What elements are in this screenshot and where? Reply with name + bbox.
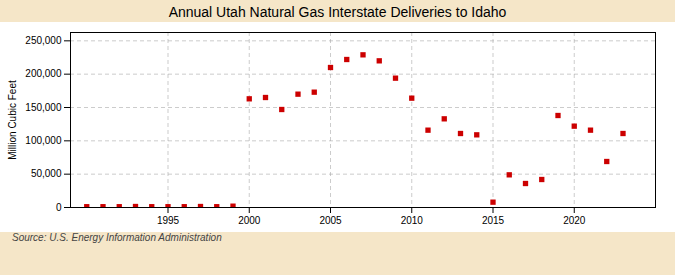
- svg-text:200,000: 200,000: [25, 68, 62, 79]
- svg-text:Million Cubic Feet: Million Cubic Feet: [7, 80, 18, 160]
- svg-text:2000: 2000: [238, 215, 261, 226]
- svg-text:250,000: 250,000: [25, 35, 62, 46]
- svg-text:1995: 1995: [157, 215, 180, 226]
- svg-text:50,000: 50,000: [31, 168, 62, 179]
- html-text:Source: U.S. Energy Informatio: Source: U.S. Energy Information Administ…: [12, 232, 222, 243]
- svg-text:2010: 2010: [401, 215, 424, 226]
- svg-text:2005: 2005: [319, 215, 342, 226]
- svg-text:2020: 2020: [563, 215, 586, 226]
- html-text:Annual Utah Natural Gas Inters: Annual Utah Natural Gas Interstate Deliv…: [168, 4, 507, 20]
- svg-text:0: 0: [56, 202, 62, 213]
- svg-text:150,000: 150,000: [25, 102, 62, 113]
- svg-text:2015: 2015: [482, 215, 505, 226]
- svg-text:100,000: 100,000: [25, 135, 62, 146]
